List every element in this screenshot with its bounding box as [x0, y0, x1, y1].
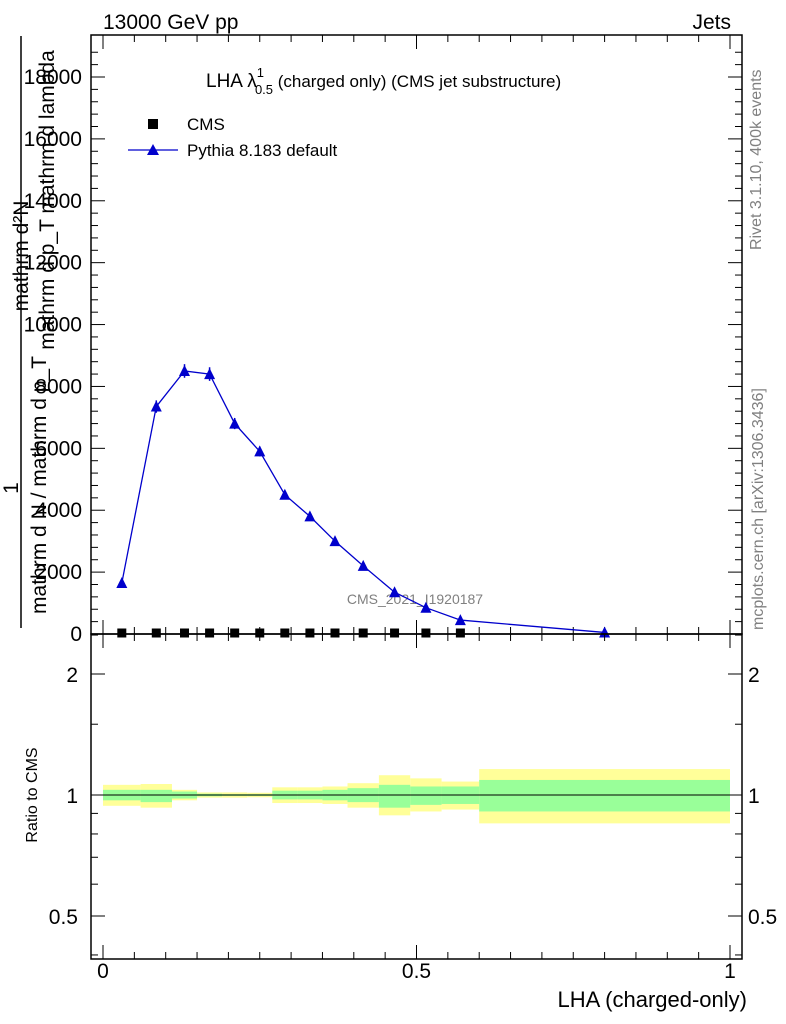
title-superscript: 1: [257, 65, 264, 80]
main-y-tick-labels: 0 2000 4000 6000 8000 10000 12000 14000 16000 180…: [24, 66, 82, 646]
legend-marker-pythia: [147, 144, 159, 155]
pythia-point: [254, 445, 266, 457]
ratio-frame: [90, 633, 743, 960]
cms-point: [205, 628, 215, 638]
y-label-line-2: mathrm d p_T mathrm d lambda: [36, 50, 59, 350]
ratio-y-tick-label: 2: [66, 664, 78, 687]
ratio-y-tick-label-right: 1: [748, 785, 760, 808]
ratio-tick-marks: [91, 634, 742, 959]
pythia-line: [121, 370, 605, 634]
cms-point: [280, 628, 290, 638]
title-subscript: 0.5: [255, 82, 273, 97]
main-series: [116, 364, 611, 638]
cms-point: [255, 628, 265, 638]
ratio-band-green: [140, 789, 172, 803]
pythia-point: [204, 368, 216, 380]
legend-label-cms: CMS: [187, 115, 225, 134]
ratio-band-green: [479, 779, 730, 812]
legend-marker-cms: [148, 119, 158, 129]
category-label: Jets: [692, 11, 731, 34]
cms-point: [421, 628, 431, 638]
main-panel: 0 2000 4000 6000 8000 10000 12000 14000 16000 180…: [24, 34, 743, 646]
pythia-point: [389, 586, 401, 598]
ratio-y-tick-label-right: 0.5: [748, 906, 777, 929]
cms-point: [230, 628, 240, 638]
analysis-watermark: CMS_2021_I1920187: [347, 591, 483, 607]
cms-point: [180, 628, 190, 638]
cms-point: [390, 628, 400, 638]
rivet-label: Rivet 3.1.10, 400k events: [748, 69, 765, 250]
main-tick-marks: [91, 35, 742, 635]
plot-title: LHA λ1 0.5 (charged only) (CMS jet substr…: [206, 65, 561, 97]
y-tick-label: 8000: [35, 375, 82, 398]
ratio-y-tick-label: 0.5: [49, 906, 78, 929]
y-tick-label: 14000: [24, 190, 82, 213]
y-tick-label: 6000: [35, 437, 82, 460]
pythia-point: [329, 535, 341, 547]
pythia-point: [357, 559, 369, 571]
x-axis-label: LHA (charged-only): [557, 987, 747, 1012]
pythia-point: [454, 614, 466, 626]
y-tick-label: 4000: [35, 499, 82, 522]
y-tick-label: 0: [70, 623, 82, 646]
x-tick-labels: 0 0.5 1: [97, 960, 736, 983]
ratio-bands: [103, 769, 730, 824]
x-tick-label: 0.5: [402, 960, 431, 983]
pythia-point: [420, 601, 432, 613]
y-tick-label: 2000: [35, 561, 82, 584]
mcplots-label: mcplots.cern.ch [arXiv:1306.3436]: [750, 388, 767, 630]
ratio-y-tick-labels: 0.5 0.5 1 1 2 2: [49, 664, 777, 929]
cms-point: [358, 628, 368, 638]
ratio-band-green: [410, 786, 442, 805]
legend: CMS Pythia 8.183 default: [128, 115, 338, 160]
y-tick-label: 18000: [24, 66, 82, 89]
y-label-line-4: mathrm d N / mathrm d p_T: [28, 356, 51, 614]
ratio-y-tick-label-right: 2: [748, 664, 760, 687]
pythia-point: [279, 488, 291, 500]
energy-label: 13000 GeV pp: [103, 11, 238, 34]
x-tick-label: 1: [724, 960, 736, 983]
y-axis-label: mathrm d²N mathrm d p_T mathrm d lambda …: [0, 36, 59, 628]
ratio-y-tick-label: 1: [66, 785, 78, 808]
cms-point: [455, 628, 465, 638]
pythia-point: [179, 364, 191, 376]
cms-point: [117, 628, 127, 638]
y-tick-label: 12000: [24, 252, 82, 275]
pythia-point: [150, 400, 162, 412]
y-tick-label: 16000: [24, 128, 82, 151]
y-label-line-3: 1: [0, 482, 23, 494]
x-tick-label: 0: [97, 960, 109, 983]
y-tick-label: 10000: [24, 314, 82, 337]
cms-point: [151, 628, 161, 638]
title-prefix: LHA: [206, 71, 247, 92]
ratio-panel: 0.5 0.51 12 2 0 0.5 1 Ratio to CMS LHA (charg…: [24, 633, 777, 1012]
title-symbol: λ: [247, 71, 257, 92]
pythia-point: [229, 417, 241, 429]
pythia-point: [116, 576, 128, 588]
title-suffix: (charged only) (CMS jet substructure): [273, 72, 561, 91]
pythia-point: [304, 510, 316, 522]
legend-label-pythia: Pythia 8.183 default: [187, 141, 338, 160]
ratio-band-green: [378, 784, 411, 808]
cms-point: [330, 628, 340, 638]
cms-point: [305, 628, 315, 638]
ratio-y-label: Ratio to CMS: [24, 747, 41, 842]
